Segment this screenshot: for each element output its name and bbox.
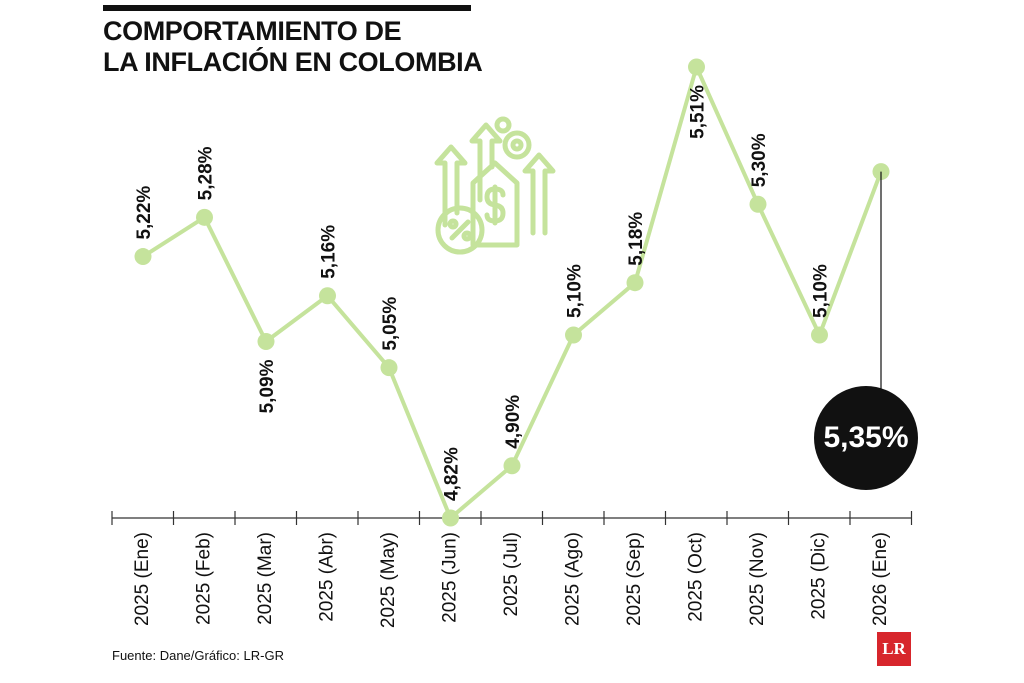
data-point [503,457,521,475]
data-point [196,208,213,226]
chart-title-line-2: LA INFLACIÓN EN COLOMBIA [103,47,483,77]
data-label: 5,22% [134,186,155,240]
data-point [565,326,582,344]
x-tick-label: 2026 (Ene) [870,532,891,626]
x-tick-label: 2025 (Jul) [501,532,522,617]
data-label: 5,05% [380,297,401,351]
x-tick-label: 2025 (May) [378,532,399,628]
data-label: 5,16% [319,225,340,279]
data-point [811,326,828,344]
data-point [688,58,705,76]
chart-title-line-1: COMPORTAMIENTO DE [103,16,402,46]
x-tick-label: 2025 (Feb) [194,532,215,625]
x-tick-label: 2025 (Abr) [317,532,338,622]
x-tick-label: 2025 (Dic) [809,532,830,620]
x-tick-label: 2025 (Mar) [255,532,276,625]
series-line [141,65,883,520]
data-point [380,359,398,377]
source-note: Fuente: Dane/Gráfico: LR-GR [112,648,284,663]
data-point [442,509,459,527]
title-rule [103,5,471,11]
highlight-callout: 5,35% [814,171,918,490]
data-point [134,248,152,266]
data-point [319,287,336,305]
inflation-money-arrows-icon [425,105,560,260]
chart-title: COMPORTAMIENTO DE LA INFLACIÓN EN COLOMB… [103,16,523,78]
series-points [134,58,890,527]
data-label: 5,18% [626,212,647,266]
data-label: 4,82% [442,447,463,501]
callout-circle [814,386,918,490]
x-tick-label: 2025 (Ene) [132,532,153,626]
data-point [749,195,767,213]
data-labels: 5,22% 5,28% 5,09% 5,16% 5,05% 4,82% 4,90% 5,10%… [134,85,832,501]
data-label: 5,28% [196,146,217,200]
data-point [257,333,275,351]
callout-value: 5,35% [823,421,908,454]
x-axis: 2025 (Ene) 2025 (Feb) 2025 (Mar) 2025 (Abr)… [111,511,913,628]
x-tick-label: 2025 (Nov) [747,532,768,626]
x-tick-label: 2025 (Jun) [440,532,461,623]
x-tick-label: 2025 (Oct) [686,532,707,622]
x-tick-label: 2025 (Ago) [563,532,584,626]
data-label: 5,09% [257,359,278,413]
data-label: 5,51% [688,85,709,139]
data-label: 5,10% [565,264,586,318]
data-label: 4,90% [503,395,524,449]
data-label: 5,30% [749,133,770,187]
data-label: 5,10% [811,264,832,318]
data-point [626,274,644,292]
publisher-logo: LR [877,632,911,666]
x-tick-label: 2025 (Sep) [624,532,645,626]
series-line-path [141,65,883,520]
